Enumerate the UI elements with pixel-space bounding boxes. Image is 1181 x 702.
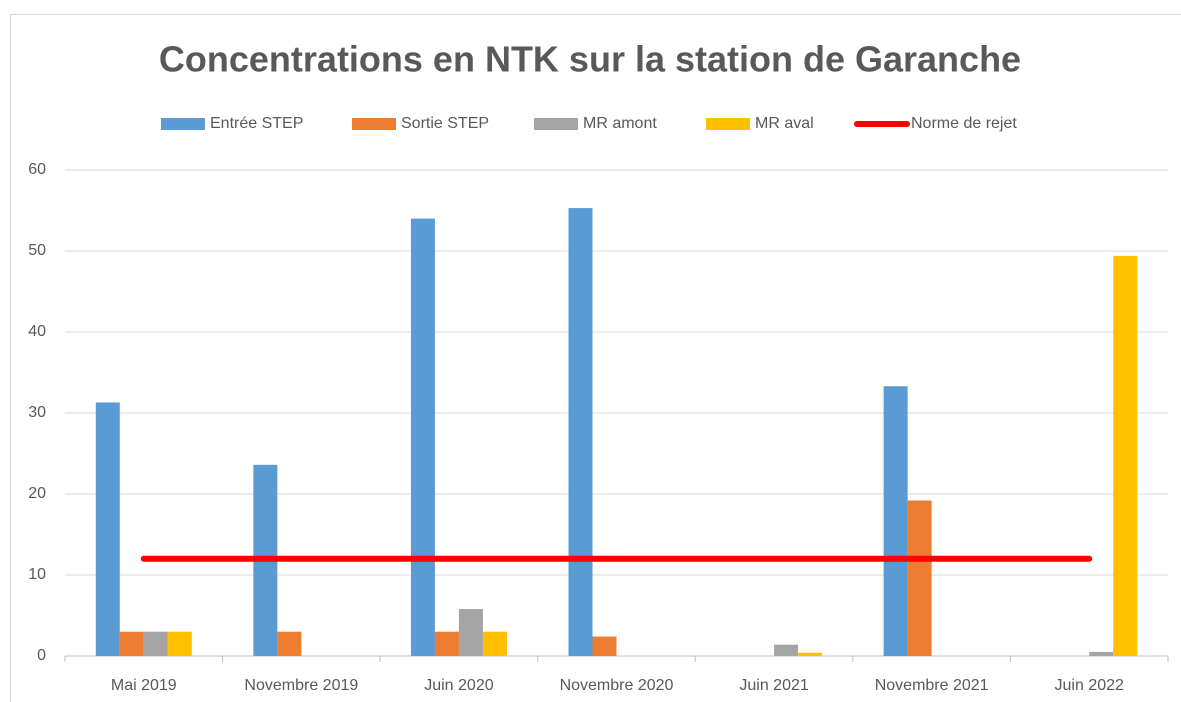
y-tick-label: 0 bbox=[37, 647, 46, 664]
bar bbox=[592, 636, 617, 656]
x-tick-label: Novembre 2021 bbox=[875, 677, 989, 694]
bar bbox=[883, 386, 908, 656]
y-tick-label: 10 bbox=[28, 566, 46, 583]
bar bbox=[95, 402, 120, 656]
bar bbox=[434, 631, 459, 656]
bar bbox=[119, 631, 144, 656]
x-tick-label: Novembre 2020 bbox=[560, 677, 674, 694]
bar bbox=[1089, 651, 1114, 656]
legend-label: MR aval bbox=[755, 115, 814, 132]
y-tick-label: 60 bbox=[28, 161, 46, 178]
y-tick-label: 20 bbox=[28, 485, 46, 502]
bar bbox=[774, 644, 799, 656]
x-tick-label: Novembre 2019 bbox=[244, 677, 358, 694]
bar bbox=[410, 218, 435, 656]
y-tick-label: 40 bbox=[28, 323, 46, 340]
legend-swatch bbox=[706, 118, 750, 130]
x-tick-label: Mai 2019 bbox=[111, 677, 177, 694]
x-tick-label: Juin 2020 bbox=[424, 677, 493, 694]
legend-swatch bbox=[352, 118, 396, 130]
bar bbox=[167, 631, 192, 656]
y-tick-label: 50 bbox=[28, 242, 46, 259]
bar bbox=[798, 652, 823, 656]
bar bbox=[1113, 255, 1138, 657]
chart-border bbox=[10, 14, 1181, 702]
legend-label: Sortie STEP bbox=[401, 115, 489, 132]
legend-label: MR amont bbox=[583, 115, 657, 132]
x-tick-label: Juin 2021 bbox=[739, 677, 808, 694]
legend-swatch bbox=[534, 118, 578, 130]
bar bbox=[277, 631, 302, 656]
bar bbox=[907, 500, 932, 656]
bar bbox=[568, 208, 593, 656]
legend-label: Norme de rejet bbox=[911, 115, 1017, 132]
legend-swatch bbox=[161, 118, 205, 130]
bar bbox=[143, 631, 168, 656]
bar bbox=[482, 631, 507, 656]
bar bbox=[458, 609, 483, 656]
chart-title: Concentrations en NTK sur la station de … bbox=[159, 39, 1021, 80]
legend-label: Entrée STEP bbox=[210, 115, 303, 132]
x-tick-label: Juin 2022 bbox=[1055, 677, 1124, 694]
y-tick-label: 30 bbox=[28, 404, 46, 421]
